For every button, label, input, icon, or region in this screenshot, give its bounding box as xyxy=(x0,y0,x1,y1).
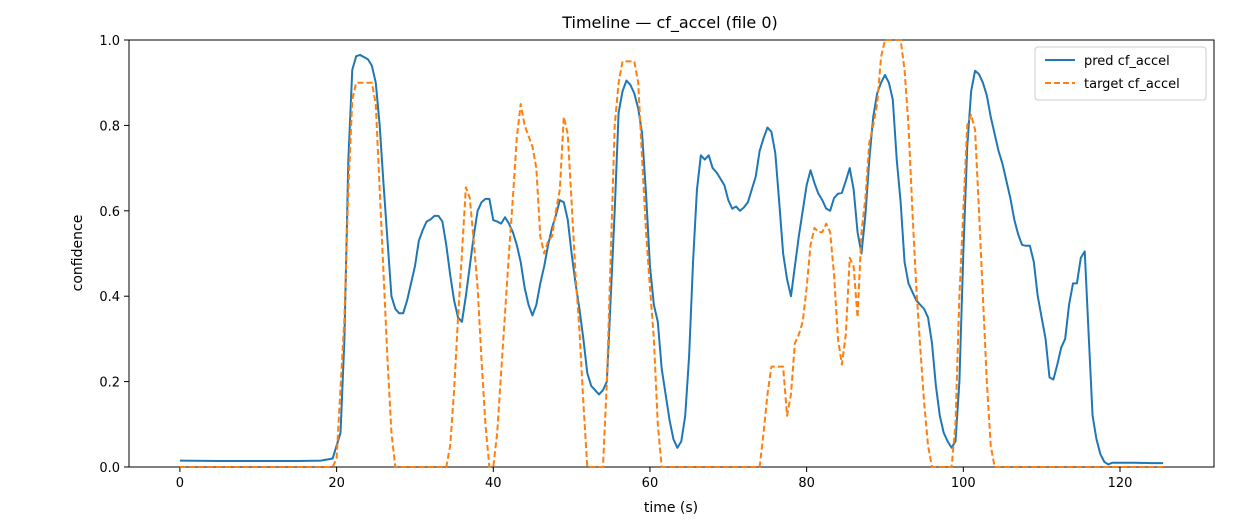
series-line-target xyxy=(179,39,1164,468)
x-tick-label: 100 xyxy=(951,476,976,491)
x-tick-label: 20 xyxy=(328,476,345,491)
legend-label-target: target cf_accel xyxy=(1084,77,1180,92)
series-line-pred xyxy=(179,53,1164,466)
x-tick-label: 120 xyxy=(1108,476,1133,491)
x-tick-label: 40 xyxy=(485,476,502,491)
legend-box xyxy=(1034,46,1207,101)
y-tick-label: 0.0 xyxy=(99,461,120,476)
y-axis: 0.0 0.2 0.4 0.6 0.8 1.0 xyxy=(99,34,129,476)
x-tick-label: 0 xyxy=(176,476,184,491)
legend-label-pred: pred cf_accel xyxy=(1084,54,1170,69)
x-tick-label: 80 xyxy=(798,476,815,491)
series-layer xyxy=(179,39,1164,468)
y-axis-label: confidence xyxy=(70,215,86,292)
x-tick-label: 60 xyxy=(642,476,659,491)
x-axis: 0 20 40 60 80 100 120 xyxy=(176,467,1133,491)
y-tick-label: 0.4 xyxy=(99,290,120,305)
y-tick-label: 0.2 xyxy=(99,376,120,391)
plot-area-frame xyxy=(128,39,1215,468)
y-tick-label: 0.6 xyxy=(99,205,120,220)
x-axis-label: time (s) xyxy=(644,500,698,516)
chart-title: Timeline — cf_accel (file 0) xyxy=(561,13,778,33)
legend: pred cf_accel target cf_accel xyxy=(1034,46,1207,101)
y-tick-label: 1.0 xyxy=(99,34,120,49)
y-tick-label: 0.8 xyxy=(99,119,120,134)
